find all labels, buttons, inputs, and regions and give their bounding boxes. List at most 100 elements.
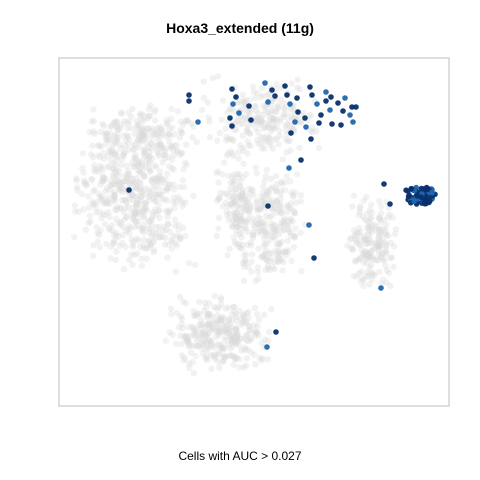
background-cell <box>240 97 247 105</box>
background-cell <box>229 352 236 359</box>
background-cell <box>297 229 304 237</box>
background-cell <box>214 358 222 365</box>
highlighted-cell <box>236 110 242 116</box>
background-cell <box>239 174 247 182</box>
background-cell <box>100 122 108 130</box>
background-cell <box>363 273 370 280</box>
background-cell <box>145 125 152 132</box>
background-cell <box>372 245 379 252</box>
background-cell <box>125 168 132 175</box>
background-cell <box>389 214 396 221</box>
background-cell <box>239 191 246 198</box>
background-cell <box>178 315 186 322</box>
background-cell <box>370 271 377 278</box>
background-cell <box>126 230 133 237</box>
background-cell <box>145 244 152 251</box>
background-cell <box>90 106 97 113</box>
background-cell <box>269 115 276 123</box>
background-cell <box>272 184 279 192</box>
background-cell <box>131 156 138 163</box>
background-cell <box>253 207 261 214</box>
background-cell <box>100 200 108 207</box>
background-cell <box>133 199 140 206</box>
background-cell <box>219 358 226 366</box>
background-cell <box>226 320 233 327</box>
background-cell <box>148 240 155 247</box>
background-cell <box>364 240 371 247</box>
background-cell <box>237 209 245 216</box>
background-cell <box>91 162 98 169</box>
background-cell <box>161 155 169 162</box>
background-cell <box>276 132 283 140</box>
background-cell <box>135 217 142 225</box>
background-cell <box>112 149 120 156</box>
background-cell <box>162 337 169 344</box>
background-cell <box>101 130 109 137</box>
background-cell <box>231 212 239 219</box>
background-cell <box>211 355 219 362</box>
background-cell <box>266 119 273 126</box>
background-cell <box>135 237 142 244</box>
background-cell <box>236 195 243 202</box>
background-cell <box>289 191 297 199</box>
background-cell <box>270 114 278 122</box>
background-cell <box>253 328 260 336</box>
background-cell <box>91 165 99 172</box>
background-cell <box>100 178 107 185</box>
background-cell <box>164 185 171 192</box>
background-cell <box>149 187 157 194</box>
background-cell <box>119 239 126 247</box>
background-cell <box>270 125 277 132</box>
background-cell <box>362 240 369 248</box>
background-cell <box>362 250 369 257</box>
background-cell <box>356 208 364 216</box>
background-cell <box>237 218 245 225</box>
background-cell <box>140 212 148 219</box>
background-cell <box>240 217 247 224</box>
background-cell <box>258 219 266 226</box>
background-cell <box>132 218 139 225</box>
background-cell <box>260 311 268 319</box>
background-cell <box>276 239 283 246</box>
background-cell <box>225 202 232 209</box>
background-cell <box>254 90 261 97</box>
background-cell <box>237 196 244 203</box>
background-cell <box>231 220 239 227</box>
background-cell <box>211 292 218 300</box>
background-cell <box>215 329 223 336</box>
background-cell <box>75 208 82 215</box>
background-cell <box>236 244 244 252</box>
background-cell <box>161 241 168 248</box>
background-cell <box>230 335 238 342</box>
background-cell <box>120 150 127 157</box>
background-cell <box>241 99 248 106</box>
background-cell <box>165 125 173 132</box>
background-cell <box>116 141 124 148</box>
background-cell <box>273 80 280 88</box>
background-cell <box>150 131 157 138</box>
background-cell <box>244 138 251 145</box>
background-cell <box>276 240 283 248</box>
background-cell <box>151 197 159 205</box>
background-cell <box>140 136 147 144</box>
highlighted-cell <box>307 84 313 90</box>
background-cell <box>130 147 138 154</box>
background-cell <box>240 101 247 108</box>
background-cell <box>180 165 187 173</box>
background-cell <box>229 195 236 202</box>
background-cell <box>90 128 97 135</box>
background-cell <box>139 126 146 133</box>
background-cell <box>213 233 220 240</box>
background-cell <box>212 333 219 340</box>
background-cell <box>152 130 159 137</box>
background-cell <box>132 185 140 192</box>
background-cell <box>256 206 263 213</box>
background-cell <box>155 184 162 192</box>
background-cell <box>142 205 149 212</box>
highlighted-cell <box>265 99 271 105</box>
background-cell <box>227 200 235 207</box>
background-cell <box>278 210 285 217</box>
background-cell <box>215 318 222 325</box>
background-cell <box>258 340 266 347</box>
background-cell <box>227 148 234 155</box>
